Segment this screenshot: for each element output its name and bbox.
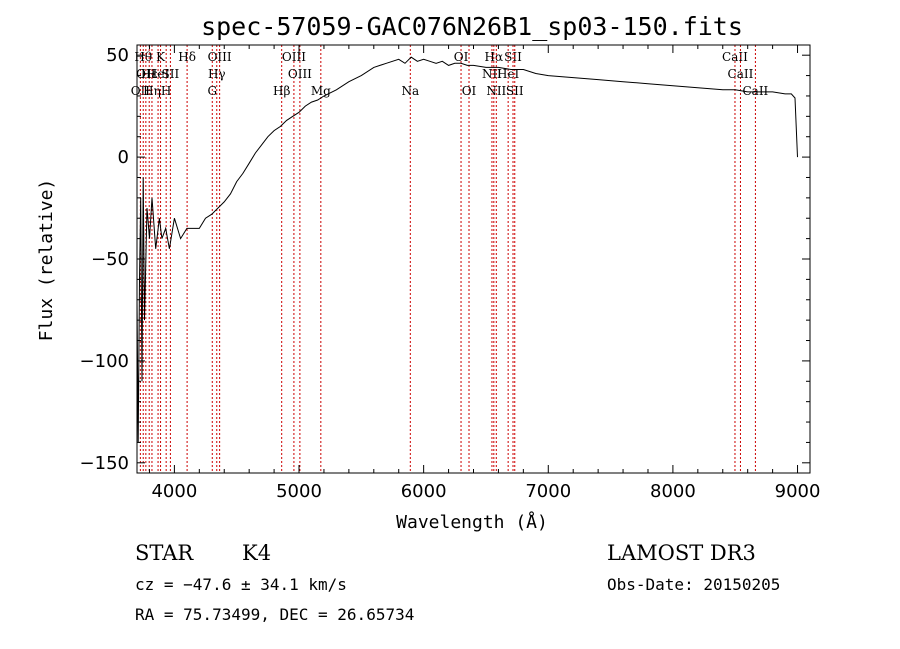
y-tick-label-4: 50	[106, 45, 129, 66]
x-axis: 4000 5000 6000 7000 8000 9000	[148, 45, 821, 502]
line-label-22: NII	[486, 84, 506, 98]
x-tick-label-3: 7000	[525, 481, 571, 502]
chart-title: spec-57059-GAC076N26B1_sp03-150.fits	[201, 12, 743, 41]
line-label-6: K	[156, 50, 166, 64]
line-label-12: OIII	[208, 50, 232, 64]
line-label-23: HeI	[497, 67, 520, 81]
line-label-4: Hη	[143, 84, 161, 98]
line-label-20: NII	[482, 67, 502, 81]
object-class: STAR	[135, 541, 194, 565]
plot-area: OIIHθOIIHεHηHeIKHSIIHδGHγOIIIHβOIIIOIIIM…	[131, 44, 811, 474]
line-label-27: CaII	[728, 67, 754, 81]
line-label-15: OIII	[288, 67, 312, 81]
y-tick-label-2: −50	[91, 249, 129, 270]
line-label-17: Na	[401, 84, 419, 98]
line-label-5: HeI	[147, 67, 170, 81]
spectrum-series-line	[136, 56, 798, 443]
line-label-10: G	[207, 84, 217, 98]
redshift-cz: cz = −47.6 ± 34.1 km/s	[135, 575, 347, 594]
y-axis: −150 −100 −50 0 50	[80, 45, 810, 474]
y-axis-label: Flux (relative)	[36, 179, 57, 342]
object-subclass: K4	[242, 541, 271, 565]
line-label-1: Hθ	[134, 50, 152, 64]
x-tick-label-0: 4000	[151, 481, 197, 502]
line-label-3: Hε	[141, 67, 158, 81]
line-label-21: Hα	[485, 50, 504, 64]
info-panel: STAR K4 LAMOST DR3 cz = −47.6 ± 34.1 km/…	[135, 541, 780, 624]
y-tick-label-3: 0	[118, 147, 129, 168]
ra-dec: RA = 75.73499, DEC = 26.65734	[135, 605, 414, 624]
x-tick-label-5: 9000	[775, 481, 821, 502]
line-label-11: Hγ	[208, 67, 226, 81]
line-label-26: CaII	[722, 50, 748, 64]
line-label-16: Mg	[311, 84, 331, 98]
plot-frame	[136, 44, 811, 474]
line-label-9: Hδ	[178, 50, 196, 64]
x-tick-label-2: 6000	[401, 481, 447, 502]
line-label-2: OII	[136, 67, 156, 81]
survey-name: LAMOST DR3	[607, 541, 756, 565]
line-label-8: SII	[162, 67, 180, 81]
line-label-25: SII	[506, 84, 524, 98]
obs-date: Obs-Date: 20150205	[607, 575, 780, 594]
line-label-7: H	[161, 84, 171, 98]
line-label-14: OIII	[282, 50, 306, 64]
line-label-18: OI	[454, 50, 469, 64]
line-label-28: CaII	[742, 84, 768, 98]
x-tick-label-4: 8000	[650, 481, 696, 502]
y-tick-label-1: −100	[80, 351, 129, 372]
y-tick-label-0: −150	[80, 453, 129, 474]
x-tick-label-1: 5000	[276, 481, 322, 502]
x-axis-label: Wavelength (Å)	[396, 511, 548, 533]
line-label-24: SII	[504, 50, 522, 64]
line-label-19: OI	[462, 84, 477, 98]
line-label-13: Hβ	[273, 84, 290, 98]
emission-line-markers: OIIHθOIIHεHηHeIKHSIIHδGHγOIIIHβOIIIOIIIM…	[131, 45, 769, 473]
